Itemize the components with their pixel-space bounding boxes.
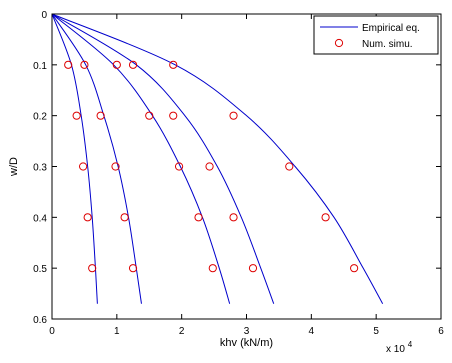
simulation-point bbox=[169, 111, 178, 120]
legend-box bbox=[313, 15, 439, 55]
y-tick-label: 0.2 bbox=[33, 112, 47, 123]
y-axis-label: w/D bbox=[8, 157, 20, 177]
simulation-point bbox=[96, 111, 105, 120]
simulation-point bbox=[80, 60, 89, 69]
x-tick-label: 3 bbox=[244, 326, 250, 337]
x-axis-multiplier: x 10 4 bbox=[386, 340, 413, 355]
y-tick-label: 0 bbox=[41, 10, 47, 21]
y-tick-label: 0.6 bbox=[33, 315, 47, 326]
y-tick-label: 0.4 bbox=[33, 213, 47, 224]
simulation-point bbox=[350, 264, 359, 273]
simulation-point bbox=[205, 162, 214, 171]
axis-ticks: 0 1 2 3 4 5 6 0 0.1 0.2 0.3 0.4 0.5 0.6 bbox=[33, 10, 444, 337]
simulation-point bbox=[83, 213, 92, 222]
x-tick-label: 1 bbox=[114, 326, 120, 337]
x-tick-label: 5 bbox=[373, 326, 379, 337]
x-tick-label: 2 bbox=[179, 326, 185, 337]
simulation-point bbox=[208, 264, 217, 273]
x-tick-label: 4 bbox=[309, 326, 315, 337]
y-tick-label: 0.5 bbox=[33, 264, 47, 275]
simulation-point bbox=[64, 60, 73, 69]
simulation-point bbox=[248, 264, 258, 273]
simulation-point bbox=[174, 162, 184, 171]
x-axis-multiplier-base: x 10 bbox=[386, 344, 405, 355]
legend-label-numerical: Num. simu. bbox=[362, 39, 413, 50]
simulation-point bbox=[88, 264, 97, 273]
axes-frame bbox=[51, 13, 442, 320]
simulation-point bbox=[229, 111, 238, 120]
simulation-point bbox=[285, 162, 294, 171]
legend-label-empirical: Empirical eq. bbox=[362, 23, 420, 34]
x-tick-label: 0 bbox=[49, 326, 55, 337]
x-axis-label: khv (kN/m) bbox=[220, 337, 273, 349]
simulation-point bbox=[79, 162, 88, 171]
simulation-point bbox=[169, 60, 178, 69]
series-layer bbox=[51, 13, 384, 304]
simulation-point bbox=[321, 213, 330, 222]
simulation-point bbox=[229, 213, 238, 222]
empirical-curve-4 bbox=[51, 13, 275, 304]
empirical-curve-5 bbox=[51, 13, 384, 304]
simulation-point bbox=[128, 60, 138, 69]
simulation-point bbox=[120, 213, 129, 222]
simulation-point bbox=[128, 264, 138, 273]
x-tick-label: 6 bbox=[438, 326, 444, 337]
x-axis-multiplier-exponent: 4 bbox=[408, 340, 413, 349]
simulation-point bbox=[145, 111, 154, 120]
simulation-point bbox=[111, 162, 120, 171]
y-tick-label: 0.1 bbox=[33, 61, 47, 72]
simulation-point bbox=[72, 111, 81, 120]
simulation-point bbox=[194, 213, 203, 222]
legend-circle-sample bbox=[334, 38, 344, 48]
y-tick-label: 0.3 bbox=[33, 163, 47, 174]
legend: Empirical eq. Num. simu. bbox=[313, 15, 439, 55]
simulation-point bbox=[112, 60, 121, 69]
